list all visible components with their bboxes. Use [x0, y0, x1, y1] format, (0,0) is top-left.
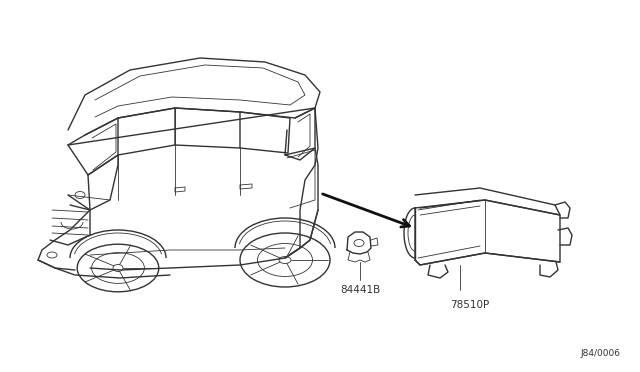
Text: 78510P: 78510P: [451, 300, 490, 310]
Text: J84/0006: J84/0006: [580, 349, 620, 358]
Text: 84441B: 84441B: [340, 285, 380, 295]
